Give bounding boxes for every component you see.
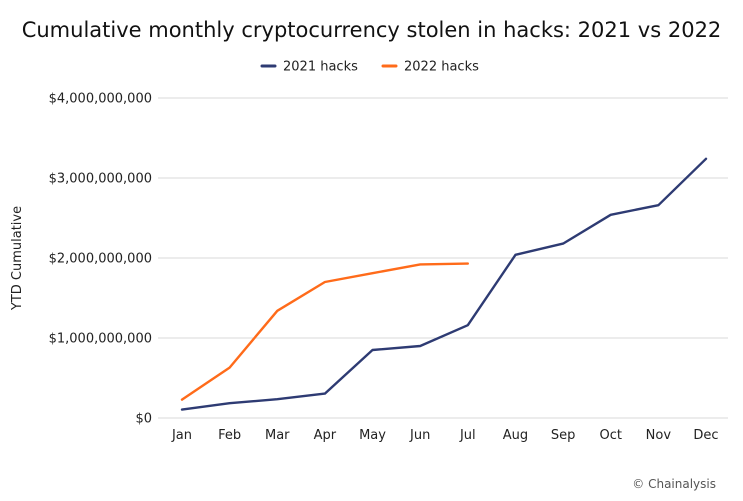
x-tick-label: Oct <box>599 428 621 443</box>
chart-legend: 2021 hacks 2022 hacks <box>260 60 479 75</box>
legend-item: 2021 hacks <box>260 60 358 75</box>
legend-item: 2022 hacks <box>381 60 479 75</box>
chart-title: Cumulative monthly cryptocurrency stolen… <box>22 18 722 42</box>
y-axis-title: YTD Cumulative <box>10 206 25 311</box>
source-credit: © Chainalysis <box>632 477 716 491</box>
x-tick-label: Aug <box>503 428 528 443</box>
y-tick-label: $2,000,000,000 <box>49 252 152 267</box>
series-line-2022-hacks <box>180 262 469 401</box>
x-tick-label: Sep <box>551 428 576 443</box>
x-tick-label: Jun <box>409 428 430 443</box>
x-tick-label: Dec <box>693 428 718 443</box>
x-tick-label: Mar <box>265 428 290 443</box>
y-tick-label: $3,000,000,000 <box>49 172 152 187</box>
x-tick-label: May <box>359 428 386 443</box>
x-axis: Jan Feb Mar Apr May Jun Jul Aug Sep Oct Nov Dec <box>171 428 719 443</box>
gridlines <box>158 97 728 419</box>
x-tick-label: Nov <box>646 428 672 443</box>
y-axis: $0 $1,000,000,000 $2,000,000,000 $3,000,000… <box>49 92 152 427</box>
y-tick-label: $1,000,000,000 <box>49 332 152 347</box>
x-tick-label: Feb <box>218 428 241 443</box>
x-tick-label: Apr <box>314 428 337 443</box>
x-tick-label: Jul <box>459 428 476 443</box>
y-tick-label: $0 <box>135 412 152 427</box>
series-lines <box>180 157 708 411</box>
legend-label: 2022 hacks <box>404 60 479 75</box>
legend-label: 2021 hacks <box>283 60 358 75</box>
y-tick-label: $4,000,000,000 <box>49 92 152 107</box>
x-tick-label: Jan <box>171 428 192 443</box>
series-line-2021-hacks <box>180 157 708 411</box>
